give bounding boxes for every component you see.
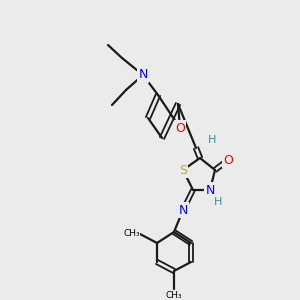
Text: CH₃: CH₃ bbox=[166, 291, 182, 300]
Text: H: H bbox=[214, 197, 222, 207]
Text: N: N bbox=[205, 184, 215, 196]
Text: O: O bbox=[175, 122, 185, 134]
Text: N: N bbox=[178, 203, 188, 217]
Text: CH₃: CH₃ bbox=[123, 230, 140, 238]
Text: S: S bbox=[179, 164, 187, 176]
Text: O: O bbox=[223, 154, 233, 166]
Text: N: N bbox=[138, 68, 148, 82]
Text: H: H bbox=[208, 135, 216, 145]
